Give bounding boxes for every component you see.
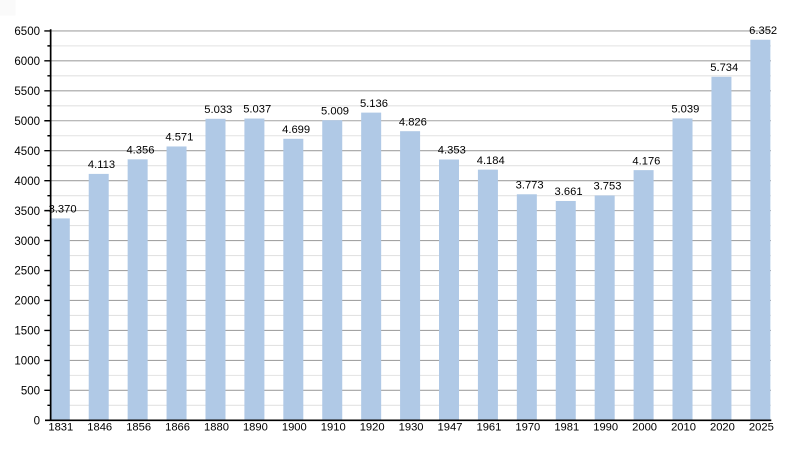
svg-text:2025: 2025 (749, 422, 774, 434)
svg-text:1500: 1500 (14, 326, 40, 338)
svg-text:2010: 2010 (671, 422, 696, 434)
svg-text:5.734: 5.734 (710, 62, 738, 74)
svg-text:4.699: 4.699 (282, 124, 310, 136)
svg-text:3.370: 3.370 (49, 204, 77, 216)
svg-text:4.571: 4.571 (165, 132, 193, 144)
svg-text:4.176: 4.176 (632, 155, 660, 167)
svg-text:500: 500 (21, 386, 40, 398)
svg-text:0: 0 (34, 416, 40, 428)
svg-text:1000: 1000 (14, 356, 40, 368)
svg-text:5.039: 5.039 (671, 104, 699, 116)
svg-text:6.352: 6.352 (749, 25, 777, 37)
svg-text:3.661: 3.661 (555, 186, 583, 198)
svg-text:1910: 1910 (321, 422, 346, 434)
svg-text:3.773: 3.773 (516, 179, 544, 191)
svg-text:1990: 1990 (593, 422, 618, 434)
svg-text:1866: 1866 (165, 422, 190, 434)
svg-text:1890: 1890 (243, 422, 268, 434)
svg-text:5500: 5500 (14, 86, 40, 98)
svg-text:5.136: 5.136 (360, 98, 388, 110)
svg-text:2020: 2020 (710, 422, 735, 434)
svg-text:4.826: 4.826 (399, 116, 427, 128)
svg-text:2000: 2000 (632, 422, 657, 434)
svg-text:1961: 1961 (476, 422, 501, 434)
svg-text:5.033: 5.033 (204, 104, 232, 116)
svg-text:4000: 4000 (14, 176, 40, 188)
svg-text:3.753: 3.753 (593, 181, 621, 193)
svg-text:1846: 1846 (87, 422, 112, 434)
svg-text:5.037: 5.037 (243, 104, 271, 116)
svg-text:3000: 3000 (14, 236, 40, 248)
svg-text:4500: 4500 (14, 146, 40, 158)
svg-text:1970: 1970 (515, 422, 540, 434)
svg-text:1947: 1947 (438, 422, 463, 434)
svg-text:4.353: 4.353 (438, 145, 466, 157)
svg-text:2000: 2000 (14, 296, 40, 308)
svg-text:1920: 1920 (360, 422, 385, 434)
svg-text:1880: 1880 (204, 422, 229, 434)
svg-text:2500: 2500 (14, 266, 40, 278)
svg-text:1930: 1930 (399, 422, 424, 434)
svg-text:4.184: 4.184 (477, 155, 505, 167)
svg-text:5.009: 5.009 (321, 105, 349, 117)
svg-text:1856: 1856 (126, 422, 151, 434)
svg-text:1831: 1831 (48, 422, 73, 434)
svg-text:1900: 1900 (282, 422, 307, 434)
svg-text:4.113: 4.113 (88, 159, 115, 171)
svg-text:5000: 5000 (14, 116, 40, 128)
svg-text:3500: 3500 (14, 206, 40, 218)
svg-text:1981: 1981 (554, 422, 579, 434)
svg-text:4.356: 4.356 (126, 145, 154, 157)
svg-text:6500: 6500 (14, 26, 40, 38)
svg-text:6000: 6000 (14, 56, 40, 68)
